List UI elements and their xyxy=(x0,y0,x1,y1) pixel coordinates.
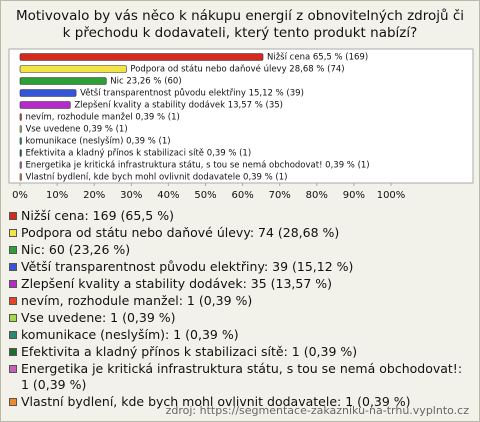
bar xyxy=(19,149,22,157)
legend-item: nevím, rozhodule manžel: 1 (0,39 %) xyxy=(9,293,469,309)
legend-swatch xyxy=(9,297,17,305)
value-label: nevím, rozhodule manžel 0,39 % (1) xyxy=(25,113,179,123)
bar xyxy=(19,77,107,85)
value-label: Vse uvedene 0,39 % (1) xyxy=(25,125,127,135)
x-tick-label: 30% xyxy=(120,190,142,201)
source: zdroj: https://segmentace-zakazniku-na-t… xyxy=(165,404,469,417)
x-tick-label: 60% xyxy=(231,190,253,201)
x-tick-label: 70% xyxy=(269,190,291,201)
bar xyxy=(19,113,22,121)
legend: Nižší cena: 169 (65,5 %) Podpora od státu… xyxy=(9,208,469,411)
legend-swatch xyxy=(9,348,17,356)
legend-label: Zlepšení kvality a stability dodávek: 35… xyxy=(21,276,333,291)
legend-swatch xyxy=(9,314,17,322)
bar xyxy=(19,137,22,145)
legend-item: Energetika je kritická infrastruktura st… xyxy=(9,361,469,393)
legend-label: Vse uvedene: 1 (0,39 %) xyxy=(21,310,176,325)
legend-item: Efektivita a kladný přínos k stabilizaci… xyxy=(9,344,469,360)
x-tick-label: 20% xyxy=(83,190,105,201)
legend-item: Větší transparentnost původu elektřiny: … xyxy=(9,259,469,275)
x-tick-label: 80% xyxy=(306,190,328,201)
bar xyxy=(19,89,77,97)
legend-label: Energetika je kritická infrastruktura st… xyxy=(21,361,463,392)
legend-label: Nic: 60 (23,26 %) xyxy=(21,242,131,257)
value-label: Efektivita a kladný přínos k stabilizaci… xyxy=(25,149,251,159)
bar xyxy=(19,101,71,109)
value-label: Vlastní bydlení, kde bych mohl ovlivnit … xyxy=(25,173,287,183)
value-label: Energetika je kritická infrastruktura st… xyxy=(25,161,369,171)
value-label: Nižší cena 65,5 % (169) xyxy=(267,52,368,63)
legend-swatch xyxy=(9,212,17,220)
legend-item: Zlepšení kvality a stability dodávek: 35… xyxy=(9,276,469,292)
bar xyxy=(19,125,22,133)
legend-label: komunikace (neslyším): 1 (0,39 %) xyxy=(21,327,239,342)
x-tick-label: 10% xyxy=(46,190,68,201)
legend-label: Větší transparentnost původu elektřiny: … xyxy=(21,259,354,274)
legend-swatch xyxy=(9,398,17,406)
legend-swatch xyxy=(9,365,17,373)
legend-item: Nic: 60 (23,26 %) xyxy=(9,242,469,258)
legend-item: Nižší cena: 169 (65,5 %) xyxy=(9,208,469,224)
value-label: komunikace (neslyším) 0,39 % (1) xyxy=(25,136,170,147)
legend-swatch xyxy=(9,280,17,288)
x-tick-label: 100% xyxy=(377,190,406,201)
legend-item: komunikace (neslyším): 1 (0,39 %) xyxy=(9,327,469,343)
x-tick-label: 0% xyxy=(12,190,28,201)
chart: 0% 10% 20% 30% 40% 50% 60% 70% 80% 90% 100% Nižší c… xyxy=(8,48,474,201)
legend-swatch xyxy=(9,263,17,271)
legend-label: Nižší cena: 169 (65,5 %) xyxy=(21,208,174,223)
legend-item: Podpora od státu nebo daňové úlevy: 74 (… xyxy=(9,225,469,241)
bar xyxy=(19,161,22,169)
legend-item: Vse uvedene: 1 (0,39 %) xyxy=(9,310,469,326)
chart-title: Motivovalo by vás něco k nákupu energií … xyxy=(15,8,465,41)
value-label: Podpora od státu nebo daňové úlevy 28,68… xyxy=(130,64,344,75)
legend-label: Efektivita a kladný přínos k stabilizaci… xyxy=(21,344,358,359)
x-tick-label: 40% xyxy=(157,190,179,201)
legend-swatch xyxy=(9,331,17,339)
legend-label: nevím, rozhodule manžel: 1 (0,39 %) xyxy=(21,293,253,308)
bar xyxy=(19,53,264,61)
bar xyxy=(19,173,22,181)
bar xyxy=(19,65,127,73)
x-tick-label: 50% xyxy=(194,190,216,201)
legend-label: Vlastní bydlení, kde bych mohl ovlivnit … xyxy=(21,394,411,409)
legend-swatch xyxy=(9,229,17,237)
legend-swatch xyxy=(9,246,17,254)
legend-item: Vlastní bydlení, kde bych mohl ovlivnit … xyxy=(9,394,469,410)
value-label: Nic 23,26 % (60) xyxy=(110,77,181,87)
value-label: Zlepšení kvality a stability dodávek 13,… xyxy=(74,100,283,111)
x-tick-label: 90% xyxy=(343,190,365,201)
value-label: Větší transparentnost původu elektřiny 1… xyxy=(80,88,304,99)
legend-label: Podpora od státu nebo daňové úlevy: 74 (… xyxy=(21,225,340,240)
